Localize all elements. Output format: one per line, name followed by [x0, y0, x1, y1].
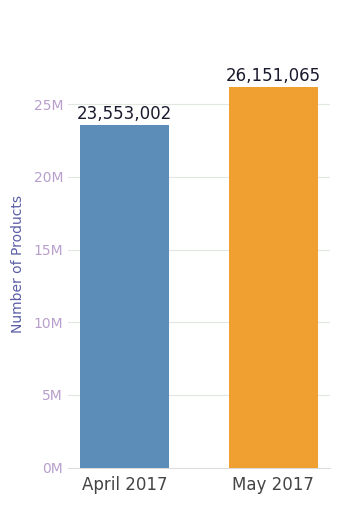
Text: 26,151,065: 26,151,065 [226, 67, 321, 85]
Bar [80, 125, 169, 468]
Bar [229, 87, 318, 468]
Text: 23,553,002: 23,553,002 [77, 105, 172, 123]
Y-axis label: Number of Products: Number of Products [11, 195, 25, 333]
